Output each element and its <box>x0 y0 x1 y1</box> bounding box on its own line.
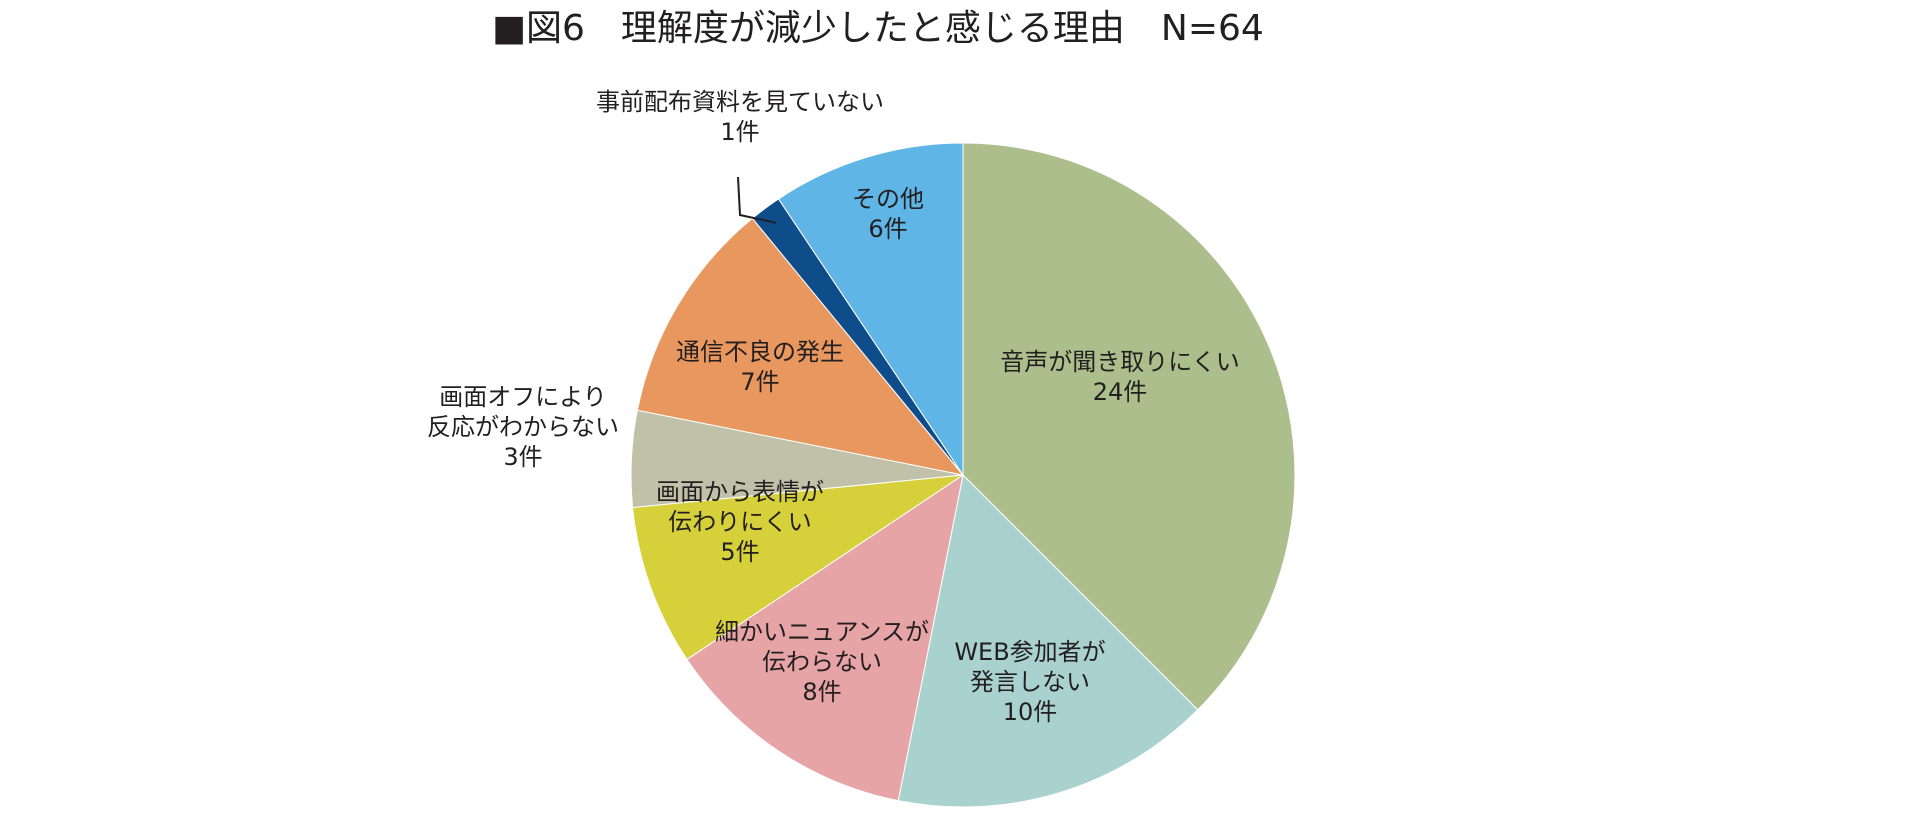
slice-label: 音声が聞き取りにくい 24件 <box>1000 348 1240 406</box>
slice-label: 細かいニュアンスが伝わらない 8件 <box>715 618 929 706</box>
slice-label: 事前配布資料を見ていない 1件 <box>596 88 884 146</box>
slice-label: 通信不良の発生 7件 <box>676 338 844 396</box>
pie-slice <box>897 473 1199 808</box>
slice-value-label: 8件 <box>802 678 841 706</box>
slice-name-label: 音声が聞き取りにくい <box>1000 348 1240 376</box>
pie-slice <box>777 142 964 477</box>
slice-label: 画面オフにより反応がわからない 3件 <box>427 383 619 471</box>
slice-value-label: 10件 <box>1003 698 1058 726</box>
leader-line <box>737 176 777 224</box>
slice-name-label: その他 <box>852 185 924 213</box>
slice-value-label: 1件 <box>720 118 759 146</box>
chart-title: ■図6 理解度が減少したと感じる理由 N=64 <box>492 8 1264 49</box>
pie-slice <box>636 217 965 476</box>
pie-slices <box>630 142 1296 808</box>
slice-name-label: 反応がわからない <box>427 413 619 441</box>
slice-name-label: 画面オフにより <box>439 383 607 411</box>
leader-lines <box>737 176 777 224</box>
slice-name-label: 発言しない <box>970 668 1090 696</box>
pie-slice <box>632 474 964 661</box>
slice-name-label: 伝わらない <box>762 648 882 676</box>
slice-label: 画面から表情が伝わりにくい 5件 <box>656 478 824 566</box>
slice-name-label: WEB参加者が <box>954 638 1105 666</box>
slice-value-label: 5件 <box>720 538 759 566</box>
pie-slice <box>962 142 1296 711</box>
slice-name-label: 事前配布資料を見ていない <box>596 88 884 116</box>
slice-value-label: 3件 <box>503 443 542 471</box>
slice-name-label: 伝わりにくい <box>668 508 812 536</box>
slice-value-label: 6件 <box>868 215 907 243</box>
slice-value-label: 24件 <box>1093 378 1148 406</box>
slice-label: その他 6件 <box>852 185 924 243</box>
slice-name-label: 画面から表情が <box>656 478 824 506</box>
slice-value-label: 7件 <box>740 368 779 396</box>
pie-slice <box>686 473 964 802</box>
slice-label: WEB参加者が発言しない 10件 <box>954 638 1105 726</box>
slice-name-label: 細かいニュアンスが <box>715 618 929 646</box>
slice-name-label: 通信不良の発生 <box>676 338 844 366</box>
